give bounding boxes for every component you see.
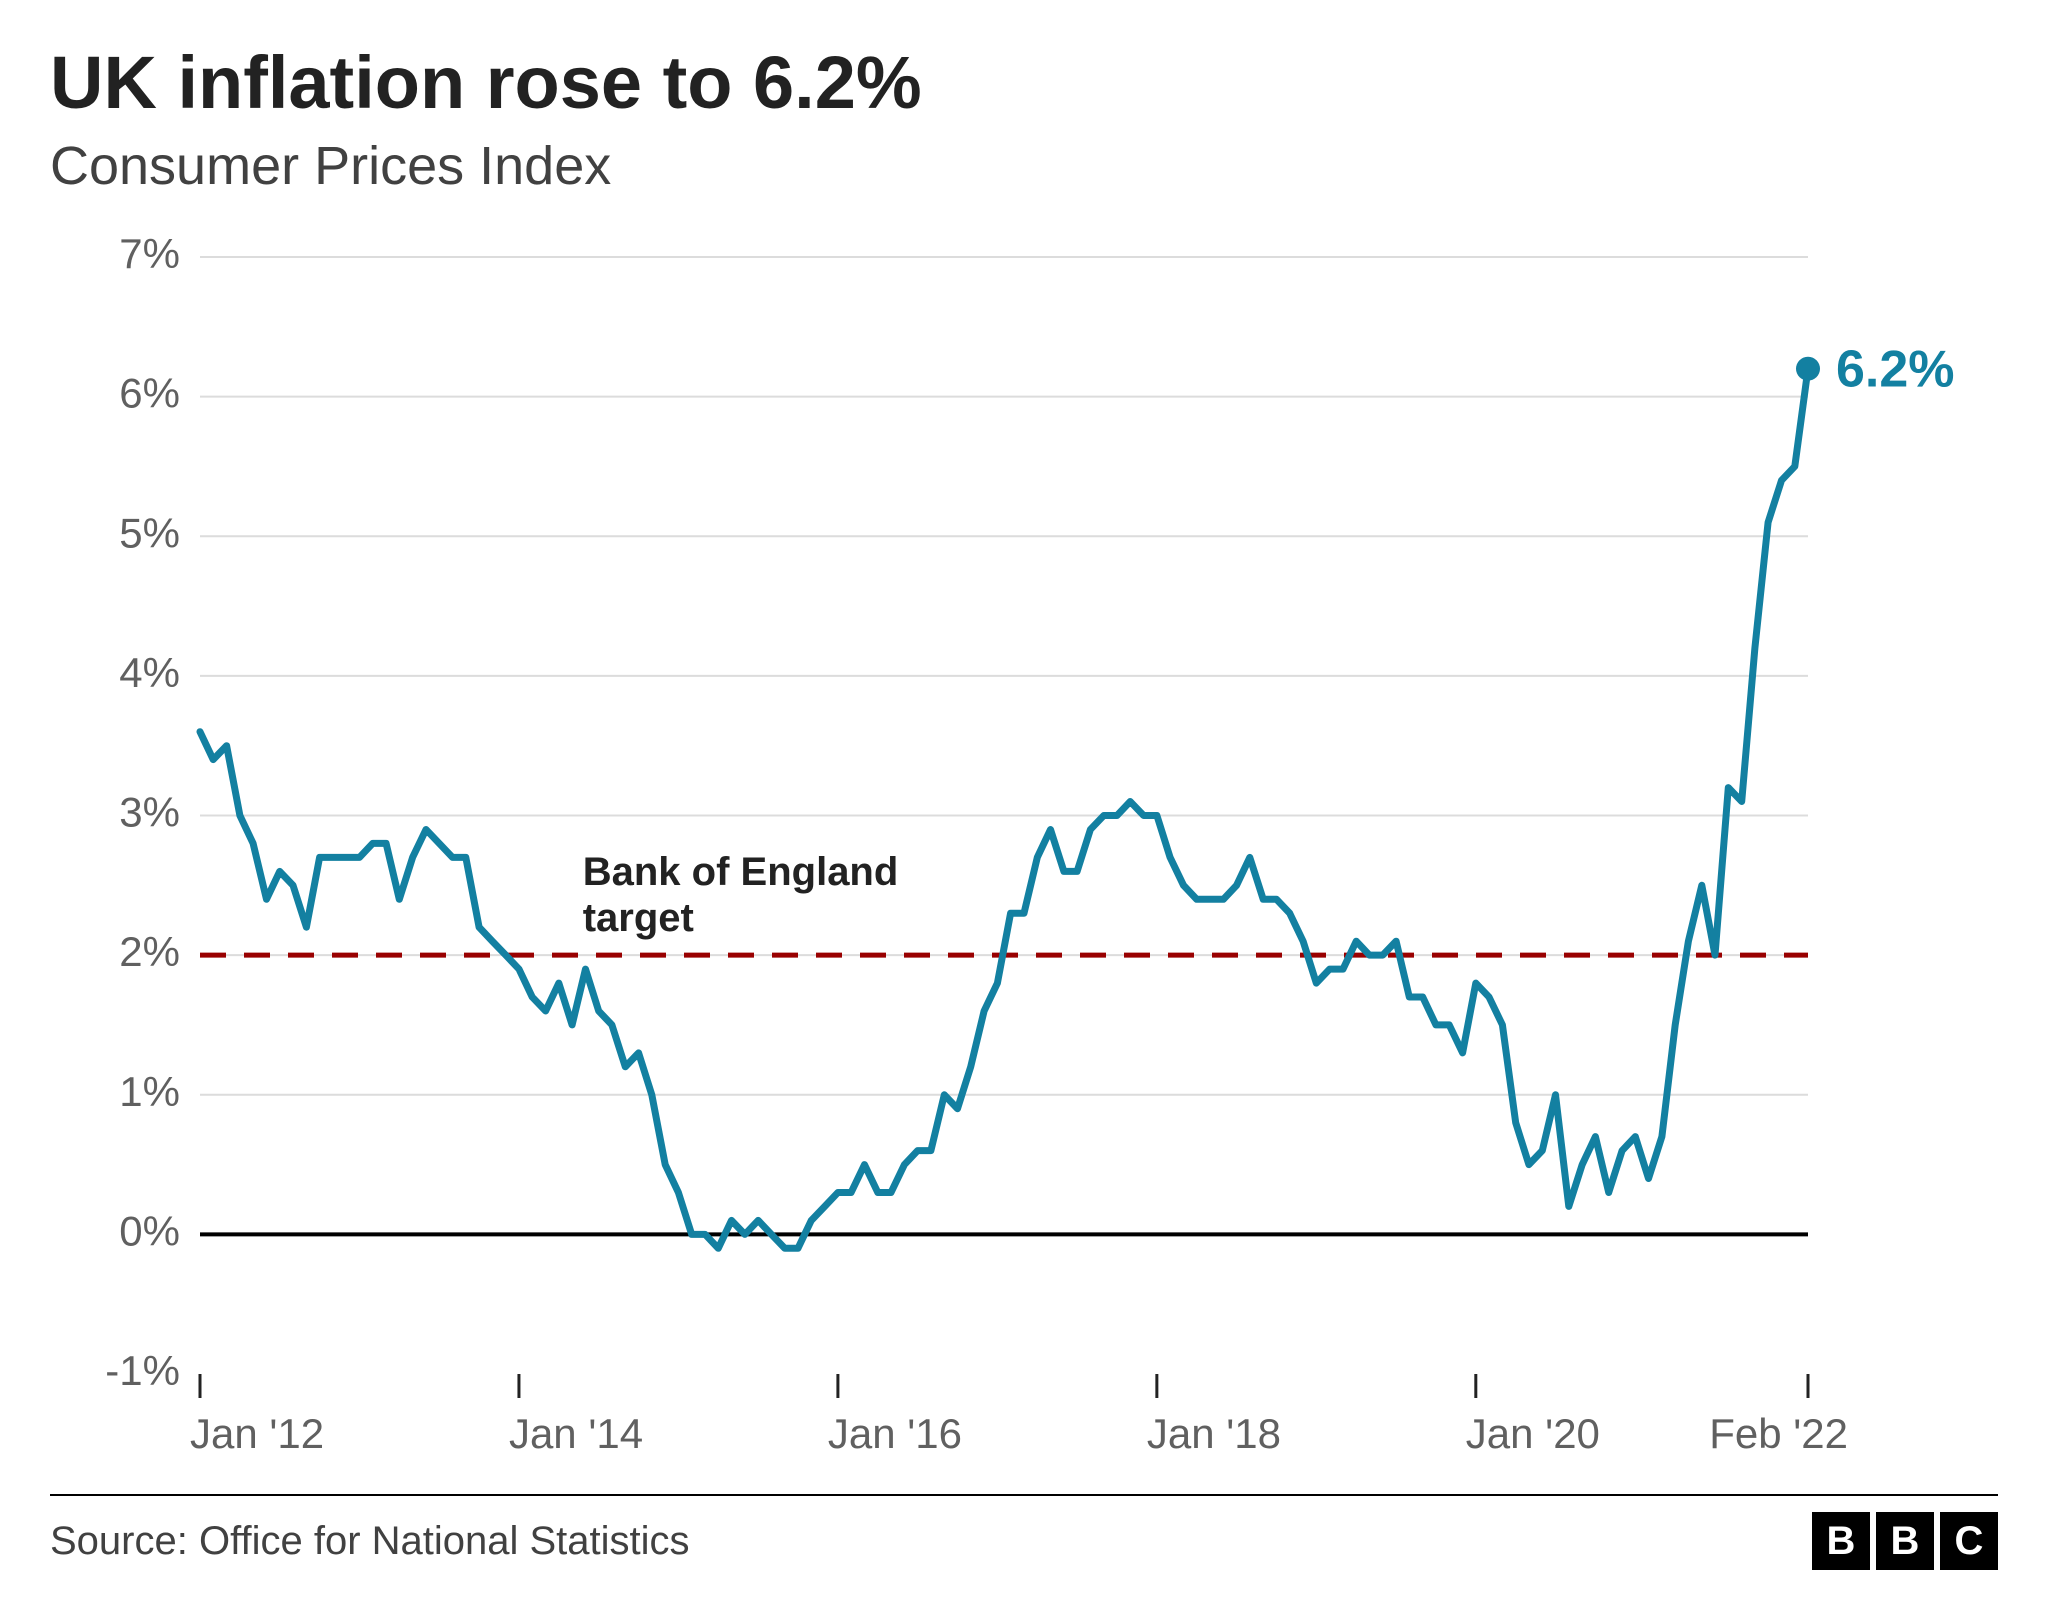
svg-text:6.2%: 6.2% xyxy=(1836,340,1955,398)
bbc-logo-block: C xyxy=(1940,1512,1998,1570)
svg-text:3%: 3% xyxy=(119,789,180,836)
svg-text:Jan '14: Jan '14 xyxy=(509,1410,643,1457)
svg-text:1%: 1% xyxy=(119,1068,180,1115)
svg-text:6%: 6% xyxy=(119,370,180,417)
chart-title: UK inflation rose to 6.2% xyxy=(50,40,1998,125)
svg-text:Jan '20: Jan '20 xyxy=(1466,1410,1600,1457)
svg-text:Bank of England: Bank of England xyxy=(583,850,899,894)
line-chart-svg: -1% 0% 1% 2% 3% 4% 5% 6% 7% Bank of Englandtarget… xyxy=(50,237,1998,1494)
chart-plot-area: -1% 0% 1% 2% 3% 4% 5% 6% 7% Bank of Englandtarget… xyxy=(50,237,1998,1494)
svg-text:Feb '22: Feb '22 xyxy=(1709,1410,1848,1457)
svg-text:target: target xyxy=(583,896,694,940)
svg-text:7%: 7% xyxy=(119,237,180,277)
chart-subtitle: Consumer Prices Index xyxy=(50,135,1998,197)
chart-footer: Source: Office for National Statistics B… xyxy=(50,1494,1998,1570)
bbc-logo-block: B xyxy=(1876,1512,1934,1570)
svg-text:Jan '18: Jan '18 xyxy=(1147,1410,1281,1457)
svg-text:4%: 4% xyxy=(119,649,180,696)
svg-text:-1%: -1% xyxy=(105,1347,180,1394)
chart-container: UK inflation rose to 6.2% Consumer Price… xyxy=(0,0,2048,1600)
svg-text:5%: 5% xyxy=(119,509,180,556)
svg-text:Jan '12: Jan '12 xyxy=(190,1410,324,1457)
bbc-logo-block: B xyxy=(1812,1512,1870,1570)
svg-text:Jan '16: Jan '16 xyxy=(828,1410,962,1457)
svg-text:2%: 2% xyxy=(119,928,180,975)
source-label: Source: Office for National Statistics xyxy=(50,1519,690,1564)
svg-text:0%: 0% xyxy=(119,1207,180,1254)
bbc-logo: B B C xyxy=(1812,1512,1998,1570)
